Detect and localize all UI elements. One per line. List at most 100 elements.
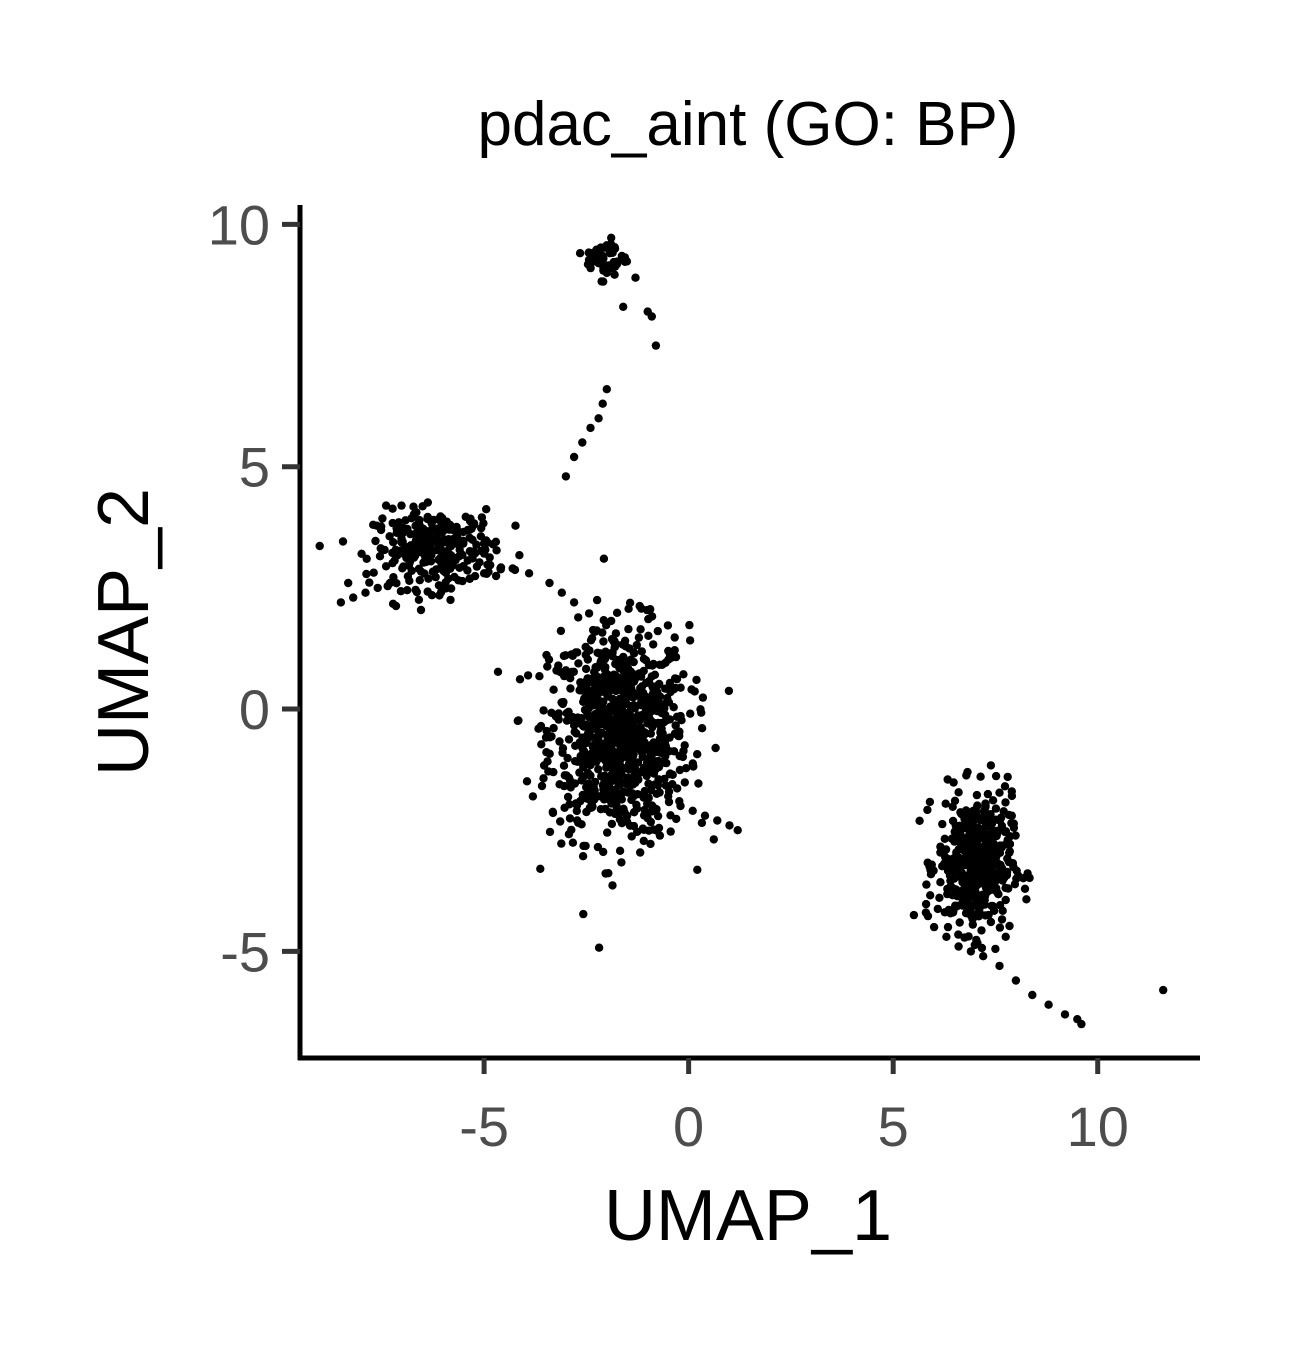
data-point bbox=[647, 753, 656, 762]
data-point bbox=[629, 808, 639, 817]
data-point bbox=[647, 698, 656, 708]
data-point bbox=[423, 514, 432, 524]
data-point bbox=[569, 721, 579, 730]
data-point bbox=[971, 839, 980, 849]
data-point bbox=[936, 848, 945, 857]
data-point bbox=[1007, 787, 1016, 796]
data-point bbox=[644, 631, 653, 640]
data-point bbox=[697, 818, 707, 828]
data-point bbox=[344, 578, 353, 588]
x-tick-label: 5 bbox=[878, 1095, 909, 1158]
x-axis-label: UMAP_1 bbox=[604, 1176, 892, 1256]
data-point bbox=[619, 302, 628, 311]
data-point bbox=[1001, 932, 1010, 941]
data-point bbox=[1009, 862, 1018, 872]
data-point bbox=[724, 686, 734, 696]
data-point bbox=[554, 661, 563, 670]
data-point bbox=[995, 923, 1005, 932]
data-point bbox=[446, 595, 455, 605]
data-point bbox=[991, 771, 1001, 781]
data-point bbox=[574, 659, 583, 668]
data-point bbox=[1077, 1019, 1086, 1029]
data-point bbox=[398, 528, 408, 537]
data-point bbox=[663, 693, 672, 703]
data-point bbox=[599, 616, 608, 625]
data-point bbox=[945, 871, 955, 880]
data-point bbox=[623, 727, 633, 737]
data-point bbox=[392, 579, 401, 588]
data-point bbox=[686, 709, 695, 718]
data-point bbox=[670, 633, 679, 642]
data-point bbox=[616, 790, 626, 799]
data-point bbox=[432, 545, 441, 555]
data-point bbox=[988, 901, 997, 911]
data-point bbox=[649, 684, 658, 693]
data-point bbox=[582, 690, 591, 699]
data-point bbox=[572, 806, 581, 816]
data-point bbox=[613, 705, 622, 714]
data-point bbox=[578, 790, 587, 800]
data-point bbox=[1020, 884, 1030, 893]
data-point bbox=[670, 646, 679, 655]
data-point bbox=[539, 761, 549, 770]
data-point bbox=[402, 553, 411, 563]
data-point bbox=[1001, 895, 1010, 905]
data-point bbox=[410, 551, 420, 560]
y-tick-label: -5 bbox=[220, 920, 270, 983]
y-axis-ticks: -5 0 5 10 bbox=[208, 193, 300, 983]
data-point bbox=[602, 385, 611, 394]
data-point bbox=[607, 233, 616, 242]
data-point bbox=[561, 666, 571, 675]
data-point bbox=[598, 628, 607, 637]
data-point bbox=[388, 518, 397, 528]
data-point bbox=[926, 865, 935, 875]
data-point bbox=[661, 752, 670, 761]
data-point bbox=[641, 697, 650, 706]
data-point bbox=[623, 675, 632, 684]
data-point bbox=[615, 846, 625, 855]
data-point bbox=[929, 922, 939, 932]
y-tick-label: 0 bbox=[239, 678, 270, 741]
data-point bbox=[536, 864, 545, 873]
data-point bbox=[975, 816, 984, 825]
data-point bbox=[369, 520, 378, 529]
data-point bbox=[957, 809, 966, 819]
data-point bbox=[1012, 874, 1021, 883]
data-point bbox=[670, 674, 680, 683]
data-point bbox=[681, 764, 691, 773]
data-point bbox=[624, 624, 633, 634]
x-axis-ticks: -5 0 5 10 bbox=[459, 1058, 1129, 1158]
data-point bbox=[434, 581, 444, 590]
data-point bbox=[675, 731, 684, 741]
data-point bbox=[955, 918, 964, 927]
data-point bbox=[988, 796, 998, 805]
data-point bbox=[1060, 1010, 1070, 1019]
data-point bbox=[607, 819, 617, 829]
data-point bbox=[989, 849, 998, 858]
data-point bbox=[587, 800, 596, 809]
data-point bbox=[539, 706, 548, 715]
data-point bbox=[997, 915, 1007, 924]
data-point bbox=[545, 827, 555, 837]
data-point bbox=[586, 636, 596, 645]
data-point bbox=[508, 564, 517, 573]
data-point bbox=[983, 856, 992, 865]
data-point bbox=[975, 861, 984, 870]
data-point bbox=[411, 585, 420, 595]
chart-title: pdac_aint (GO: BP) bbox=[477, 90, 1018, 159]
data-point bbox=[628, 789, 637, 798]
data-point bbox=[644, 717, 653, 726]
data-point bbox=[596, 719, 606, 728]
data-point bbox=[925, 797, 935, 807]
data-point bbox=[549, 723, 558, 733]
data-point bbox=[935, 893, 944, 902]
data-point bbox=[981, 883, 991, 892]
data-point bbox=[465, 574, 474, 583]
data-point bbox=[954, 788, 963, 797]
data-point bbox=[608, 881, 617, 890]
data-point bbox=[639, 836, 648, 846]
data-point bbox=[547, 708, 556, 717]
data-point bbox=[985, 812, 994, 821]
data-point bbox=[962, 876, 971, 885]
